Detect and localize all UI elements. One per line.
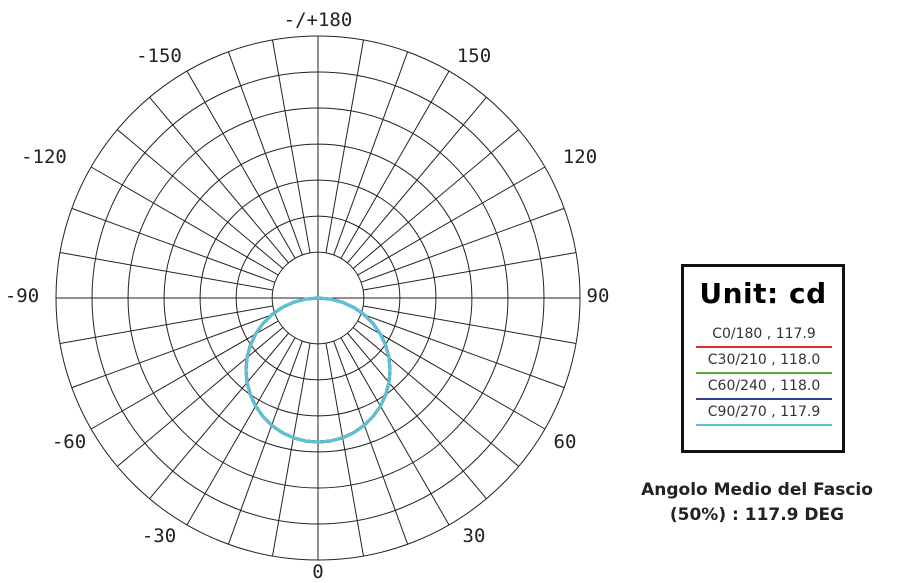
- angle-label-minus-90: -90: [5, 285, 39, 307]
- grid-spoke: [357, 166, 546, 276]
- grid-spoke: [360, 207, 565, 283]
- legend-label: C0/180 , 117.9: [712, 326, 816, 342]
- grid-spoke: [149, 332, 289, 500]
- grid-spoke: [352, 327, 520, 467]
- angle-label-0: 0: [312, 561, 323, 583]
- angle-label-30: 30: [463, 525, 486, 547]
- polar-chart: -/+180 -150 150 -120 120 -90 90 -60 60 -…: [5, 9, 610, 583]
- intensity-curves: [244, 296, 392, 444]
- caption-line-2: (50%) : 117.9 DEG: [669, 505, 845, 525]
- grid-spoke: [333, 340, 409, 545]
- grid-spoke: [325, 39, 364, 253]
- grid-spoke: [363, 305, 577, 344]
- angle-label-180: -/+180: [284, 9, 353, 31]
- angle-label-90: 90: [587, 285, 610, 307]
- legend-title: Unit: cd: [699, 277, 827, 310]
- legend: Unit: cd C0/180 , 117.9 C30/210 , 118.0 …: [681, 264, 845, 453]
- legend-label: C60/240 , 118.0: [707, 378, 821, 394]
- grid-spoke: [71, 313, 276, 389]
- legend-swatch-cyan: [696, 424, 832, 426]
- grid-spoke: [90, 166, 279, 276]
- legend-entry-c0: C0/180 , 117.9: [696, 323, 832, 348]
- grid-spoke: [272, 39, 311, 253]
- grid-spoke: [116, 129, 284, 269]
- grid-spoke: [186, 70, 296, 259]
- grid-spoke: [227, 340, 303, 545]
- legend-swatch-blue: [696, 398, 832, 400]
- grid-spoke: [272, 343, 311, 557]
- angle-label-60: 60: [554, 431, 577, 453]
- legend-label: C90/270 , 117.9: [707, 404, 821, 420]
- caption-line-1: Angolo Medio del Fascio: [641, 480, 873, 500]
- grid-spoke: [340, 337, 450, 526]
- grid-spoke: [333, 51, 409, 256]
- beam-angle-caption: Angolo Medio del Fascio (50%) : 117.9 DE…: [610, 478, 904, 528]
- grid-spoke: [347, 96, 487, 264]
- angle-label-minus-150: -150: [136, 45, 182, 67]
- legend-swatch-red: [696, 346, 832, 348]
- angle-labels: -/+180 -150 150 -120 120 -90 90 -60 60 -…: [5, 9, 610, 583]
- legend-entry-c30: C30/210 , 118.0: [696, 349, 832, 374]
- series-curve: [244, 296, 392, 444]
- legend-entry-c60: C60/240 , 118.0: [696, 375, 832, 400]
- grid-spoke: [325, 343, 364, 557]
- grid-spoke: [360, 313, 565, 389]
- legend-label: C30/210 , 118.0: [707, 352, 821, 368]
- legend-entry-c90: C90/270 , 117.9: [696, 401, 832, 426]
- polar-grid: [55, 35, 581, 561]
- grid-spoke: [90, 320, 279, 430]
- grid-spoke: [347, 332, 487, 500]
- angle-label-minus-30: -30: [142, 525, 176, 547]
- grid-spoke: [71, 207, 276, 283]
- grid-spoke: [340, 70, 450, 259]
- grid-spoke: [149, 96, 289, 264]
- angle-label-minus-60: -60: [52, 431, 86, 453]
- grid-spoke: [363, 252, 577, 291]
- grid-spoke: [186, 337, 296, 526]
- grid-spoke: [227, 51, 303, 256]
- grid-spoke: [352, 129, 520, 269]
- angle-label-minus-120: -120: [21, 146, 67, 168]
- angle-label-150: 150: [457, 45, 491, 67]
- grid-spoke: [116, 327, 284, 467]
- grid-spoke: [59, 305, 273, 344]
- grid-spoke: [59, 252, 273, 291]
- legend-swatch-green: [696, 372, 832, 374]
- grid-spoke: [357, 320, 546, 430]
- angle-label-120: 120: [563, 146, 597, 168]
